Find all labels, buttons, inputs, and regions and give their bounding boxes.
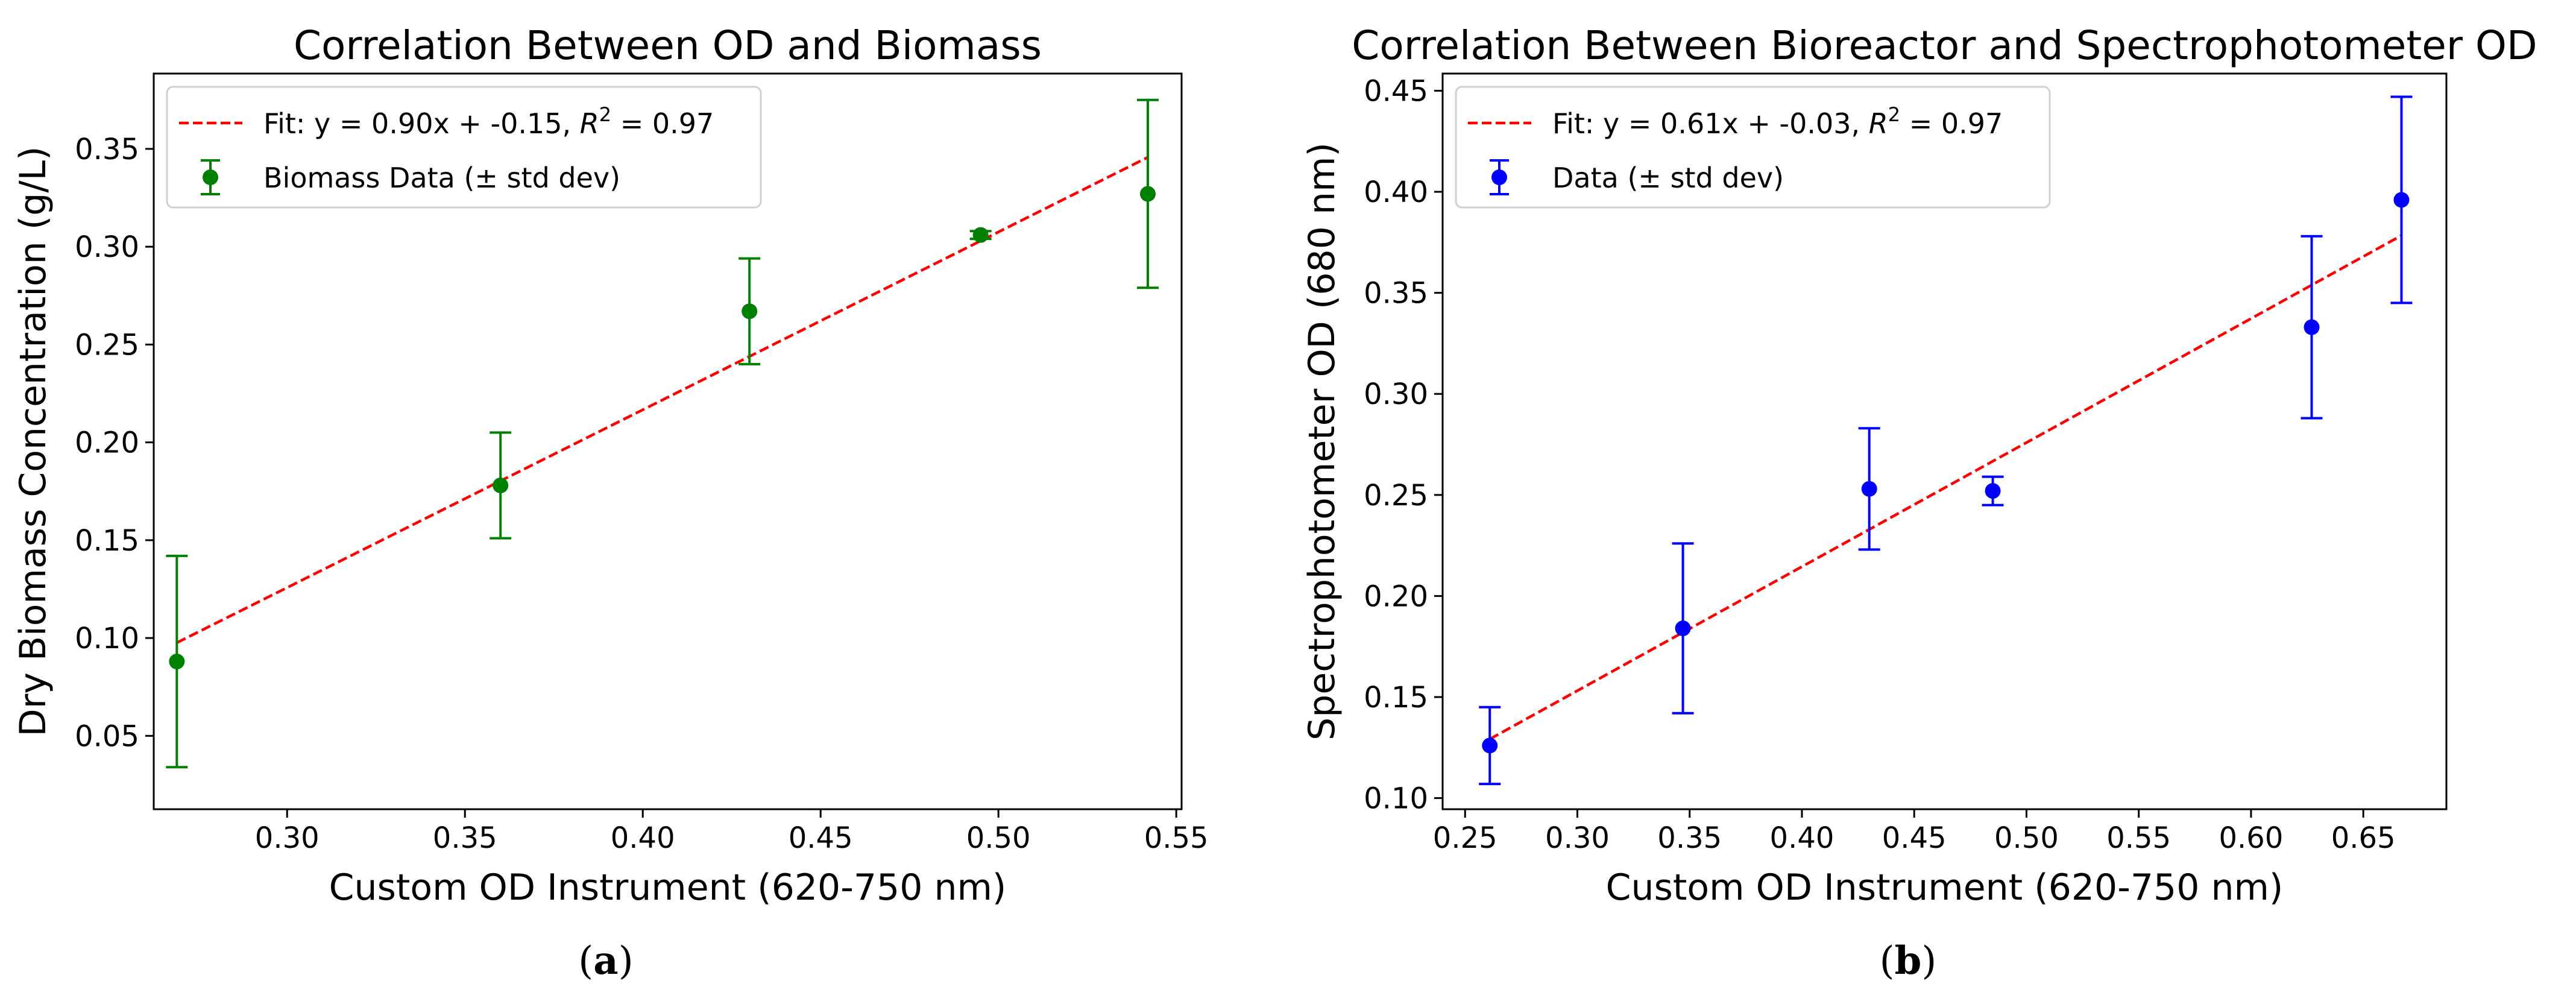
chart-b-y-tick-label: 0.30 [1364, 377, 1428, 411]
chart-b-plot-frame [1441, 72, 2448, 810]
chart-a-x-tick-label: 0.50 [966, 821, 1031, 855]
chart-b-x-tick-label: 0.35 [1657, 821, 1722, 855]
chart-a-data-point [742, 303, 758, 320]
chart-b-x-tick-label: 0.40 [1770, 821, 1834, 855]
chart-b-x-tick-label: 0.60 [2219, 821, 2284, 855]
chart-a-caption: (a) [578, 938, 633, 983]
chart-b-title: Correlation Between Bioreactor and Spect… [1352, 22, 2537, 69]
chart-b-y-tick-label: 0.35 [1364, 277, 1428, 311]
chart-a-data-point [1139, 186, 1156, 202]
chart-b-x-tick-label: 0.50 [1994, 821, 2059, 855]
chart-a-y-tick-label: 0.15 [75, 524, 139, 558]
chart-b-legend-fit-label: Fit: y = 0.61x + -0.03, R2 = 0.97 [1552, 103, 2003, 140]
chart-b-y-tick-label: 0.20 [1364, 579, 1428, 613]
chart-a-y-tick-label: 0.05 [75, 719, 139, 753]
chart-b-y-tick-label: 0.45 [1364, 74, 1428, 108]
chart-a-legend-data-swatch-marker [203, 169, 218, 185]
chart-b-caption: (b) [1880, 938, 1937, 983]
chart-a-data-point [169, 654, 185, 670]
chart-a: Correlation Between OD and Biomass 0.30 0.… [12, 22, 1209, 983]
chart-b-x-tick-label: 0.55 [2106, 821, 2171, 855]
chart-b-y-tick-label: 0.15 [1364, 681, 1428, 715]
chart-a-x-axis-label: Custom OD Instrument (620-750 nm) [329, 867, 1007, 909]
chart-a-x-tick-label: 0.45 [789, 821, 853, 855]
chart-a-x-tick-label: 0.35 [433, 821, 497, 855]
chart-b-x-axis-label: Custom OD Instrument (620-750 nm) [1606, 867, 2284, 909]
chart-b-legend-data-label: Data (± std dev) [1552, 162, 1784, 194]
chart-b-x-tick-label: 0.30 [1545, 821, 1610, 855]
chart-b-x-tick-label: 0.65 [2331, 821, 2396, 855]
chart-b-data-point [1985, 483, 2001, 499]
chart-a-title: Correlation Between OD and Biomass [294, 22, 1042, 69]
chart-b-data-point [1675, 620, 1691, 637]
chart-a-y-tick-label: 0.20 [75, 426, 139, 460]
chart-b-legend-frame [1455, 86, 2051, 209]
chart-a-legend-frame [166, 86, 762, 209]
chart-a-x-tick-label: 0.55 [1144, 821, 1209, 855]
chart-a-legend: Fit: y = 0.90x + -0.15, R2 = 0.97 Biomass… [166, 86, 762, 209]
chart-b-y-tick-label: 0.40 [1364, 175, 1428, 209]
chart-a-legend-data-label: Biomass Data (± std dev) [263, 162, 620, 194]
chart-b-y-axis-label: Spectrophotometer OD (680 nm) [1301, 142, 1343, 740]
chart-a-x-tick-label: 0.40 [611, 821, 675, 855]
chart-a-y-axis-label: Dry Biomass Concentration (g/L) [12, 147, 54, 737]
chart-b-y-tick-label: 0.25 [1364, 479, 1428, 513]
chart-a-data-point [972, 227, 989, 243]
chart-a-plot-frame [153, 72, 1183, 810]
chart-a-y-tick-label: 0.25 [75, 328, 139, 362]
chart-a-y-tick-label: 0.35 [75, 133, 139, 166]
chart-b-data-point [2304, 319, 2320, 335]
chart-a-x-tick-label: 0.30 [255, 821, 320, 855]
chart-b-y-tick-label: 0.10 [1364, 782, 1428, 816]
chart-a-y-tick-label: 0.30 [75, 230, 139, 264]
chart-b-fit-line [1489, 234, 2402, 740]
chart-b-data-point [2393, 192, 2410, 208]
chart-a-legend-fit-label: Fit: y = 0.90x + -0.15, R2 = 0.97 [263, 103, 714, 140]
chart-b-x-tick-label: 0.45 [1882, 821, 1947, 855]
chart-a-y-tick-label: 0.10 [75, 622, 139, 655]
chart-b-legend: Fit: y = 0.61x + -0.03, R2 = 0.97 Data (±… [1455, 86, 2051, 209]
chart-b-data-point [1861, 481, 1877, 497]
chart-b-x-tick-label: 0.25 [1433, 821, 1497, 855]
chart-b-data-point [1482, 737, 1498, 754]
chart-b: Correlation Between Bioreactor and Spect… [1301, 22, 2537, 983]
chart-b-legend-data-swatch-marker [1491, 169, 1507, 185]
chart-a-data-point [493, 478, 509, 494]
chart-a-fit-line [176, 156, 1148, 644]
